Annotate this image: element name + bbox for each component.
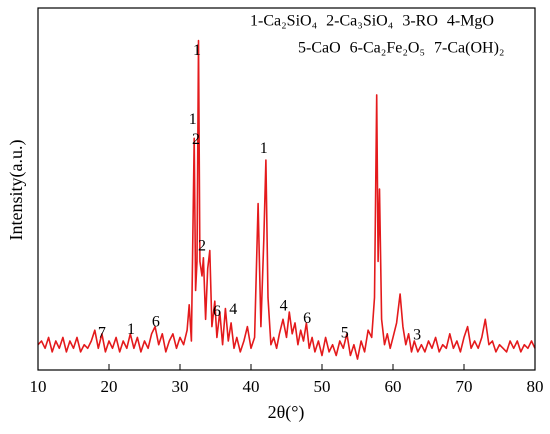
legend-entry: 2-Ca₃SiO₄ — [326, 13, 394, 30]
x-tick-label: 80 — [527, 377, 544, 396]
peak-label: 6 — [303, 310, 311, 327]
x-tick-label: 20 — [101, 377, 118, 396]
legend-entry: 7-Ca(OH)₂ — [434, 40, 504, 57]
peak-label: 6 — [152, 314, 160, 331]
peak-label: 4 — [280, 298, 288, 315]
peak-label: 7 — [98, 324, 106, 341]
x-tick-label: 30 — [172, 377, 189, 396]
plot-frame — [37, 7, 536, 371]
x-tick-label: 60 — [385, 377, 402, 396]
x-tick-label: 50 — [314, 377, 331, 396]
peak-label: 3 — [413, 327, 421, 344]
y-axis-label: Intensity(a.u.) — [6, 140, 27, 241]
x-tick-label: 40 — [243, 377, 260, 396]
x-tick-label: 10 — [30, 377, 47, 396]
legend-entry: 5-CaO — [298, 40, 341, 57]
peak-label: 2 — [192, 131, 200, 148]
peak-label: 6 — [213, 303, 221, 320]
peak-label: 1 — [260, 140, 268, 157]
peak-label: 2 — [198, 238, 206, 255]
peak-label: 1 — [189, 111, 197, 128]
peak-label: 1 — [127, 321, 135, 338]
legend-entry: 1-Ca₂SiO₄ — [250, 13, 318, 30]
peak-label: 4 — [229, 301, 237, 318]
legend-entry: 6-Ca₂Fe₂O₅ — [350, 40, 425, 57]
x-tick-label: 70 — [456, 377, 473, 396]
peak-label: 5 — [341, 324, 349, 341]
legend-entry: 4-MgO — [447, 13, 494, 30]
peak-label: 1 — [193, 42, 201, 59]
x-axis-label: 2θ(°) — [268, 402, 305, 423]
legend-entry: 3-RO — [402, 13, 438, 30]
data-line — [37, 39, 536, 360]
